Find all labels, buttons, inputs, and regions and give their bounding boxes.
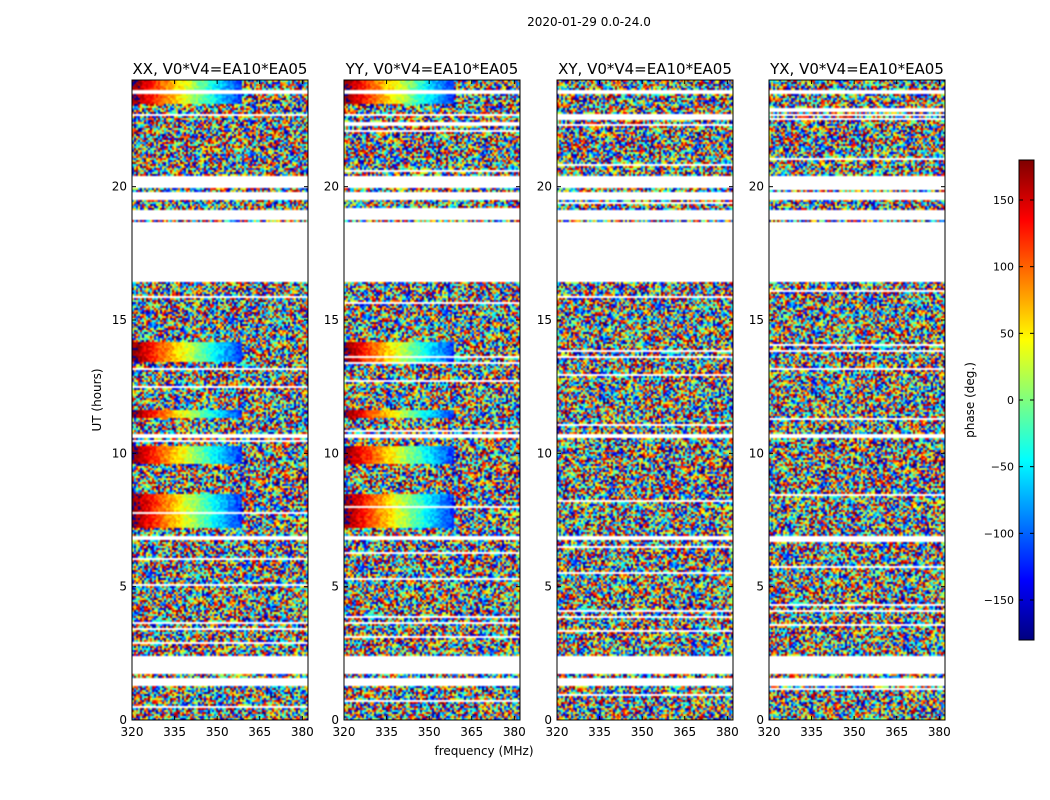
heatmap-image-4 (769, 80, 945, 720)
x-tick-label: 365 (460, 725, 483, 739)
panel-frame-4 (768, 79, 946, 721)
y-tick-label: 5 (331, 580, 339, 594)
y-tick-label: 20 (537, 180, 552, 194)
colorbar-tick-label: 50 (1000, 327, 1014, 340)
x-tick-label: 380 (503, 725, 526, 739)
x-tick-label: 335 (800, 725, 823, 739)
colorbar-tick-label: −150 (984, 594, 1014, 607)
y-tick-label: 15 (112, 313, 127, 327)
panels: XX, V0*V4=EA10*EA05 320 335 350 365 380 0 5 10 15… (112, 60, 951, 739)
panel-frame-1 (131, 79, 309, 721)
colorbar-tick-label: −100 (984, 527, 1014, 540)
y-tick-label: 0 (756, 713, 764, 727)
y-tick-label: 10 (324, 446, 339, 460)
heatmap-image-2 (344, 80, 520, 720)
panel-1: XX, V0*V4=EA10*EA05 320 335 350 365 380 0 5 10 15… (112, 60, 314, 739)
panel-4: YX, V0*V4=EA10*EA05 320 335 350 365 380 0 5 10 15… (749, 60, 951, 739)
x-tick-label: 320 (546, 725, 569, 739)
y-tick-label: 15 (749, 313, 764, 327)
y-tick-label: 20 (112, 180, 127, 194)
y-tick-label: 15 (324, 313, 339, 327)
y-tick-label: 5 (756, 580, 764, 594)
panel-frame-2 (343, 79, 521, 721)
figure-title: 2020-01-29 0.0-24.0 (527, 15, 651, 29)
y-axis-label: UT (hours) (90, 368, 104, 431)
x-tick-label: 320 (121, 725, 144, 739)
colorbar-tick-label: −50 (991, 461, 1014, 474)
x-tick-label: 335 (163, 725, 186, 739)
x-tick-label: 380 (928, 725, 951, 739)
y-tick-label: 20 (749, 180, 764, 194)
colorbar-tick-label: 0 (1007, 394, 1014, 407)
x-tick-label: 320 (333, 725, 356, 739)
panel-title-2: YY, V0*V4=EA10*EA05 (345, 60, 519, 78)
y-tick-label: 10 (749, 446, 764, 460)
panel-title-4: YX, V0*V4=EA10*EA05 (769, 60, 944, 78)
y-tick-label: 20 (324, 180, 339, 194)
y-tick-label: 15 (537, 313, 552, 327)
colorbar-tick-label: 150 (993, 194, 1014, 207)
colorbar-fill (1019, 160, 1034, 640)
y-tick-label: 0 (331, 713, 339, 727)
panel-title-1: XX, V0*V4=EA10*EA05 (133, 60, 308, 78)
panel-title-3: XY, V0*V4=EA10*EA05 (558, 60, 732, 78)
colorbar-tick-label: 100 (993, 261, 1014, 274)
y-tick-label: 10 (537, 446, 552, 460)
x-tick-label: 365 (248, 725, 271, 739)
colorbar-label: phase (deg.) (963, 362, 977, 438)
y-tick-label: 10 (112, 446, 127, 460)
x-tick-label: 350 (843, 725, 866, 739)
x-tick-label: 365 (885, 725, 908, 739)
panel-3: XY, V0*V4=EA10*EA05 320 335 350 365 380 0 5 10 15… (537, 60, 739, 739)
x-tick-label: 350 (418, 725, 441, 739)
x-tick-label: 380 (716, 725, 739, 739)
panel-2: YY, V0*V4=EA10*EA05 320 335 350 365 380 0 5 10 15… (324, 60, 526, 739)
heatmap-image-1 (132, 80, 308, 720)
x-tick-label: 335 (588, 725, 611, 739)
x-tick-label: 335 (375, 725, 398, 739)
x-tick-label: 365 (673, 725, 696, 739)
x-tick-label: 380 (291, 725, 314, 739)
panel-frame-3 (556, 79, 734, 721)
y-tick-label: 0 (119, 713, 127, 727)
x-tick-label: 320 (758, 725, 781, 739)
x-tick-label: 350 (206, 725, 229, 739)
y-tick-label: 5 (119, 580, 127, 594)
x-tick-label: 350 (631, 725, 654, 739)
x-axis-label: frequency (MHz) (434, 744, 533, 758)
heatmap-image-3 (557, 80, 733, 720)
y-tick-label: 5 (544, 580, 552, 594)
y-tick-label: 0 (544, 713, 552, 727)
colorbar: 150 100 50 0 −50 −100 −150 (984, 159, 1035, 641)
